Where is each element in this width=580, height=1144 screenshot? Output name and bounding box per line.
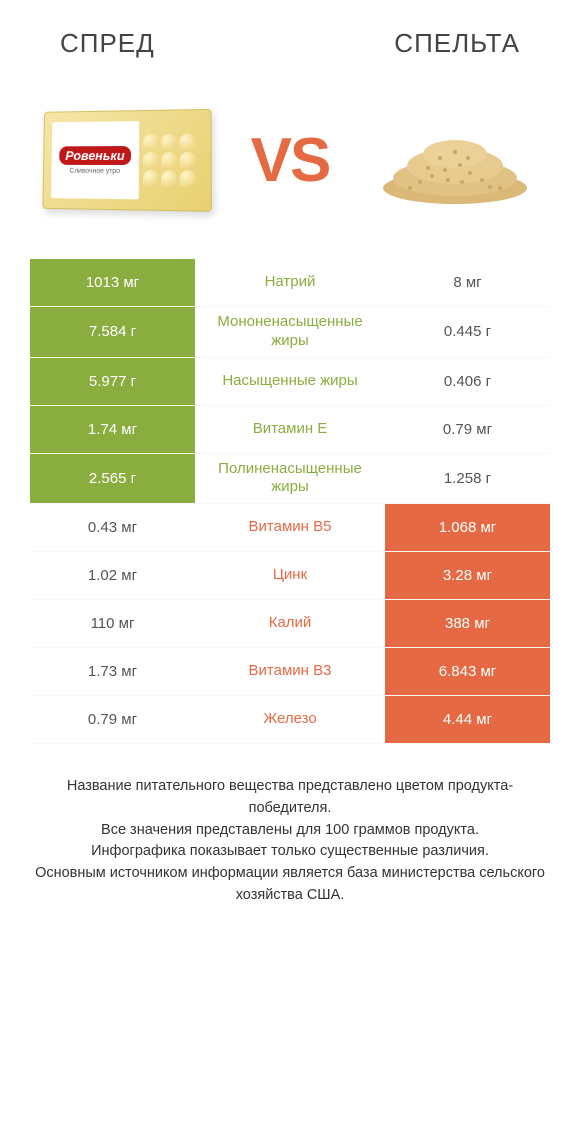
nutrient-row: 7.584 гМононенасыщенные жиры0.445 г [30, 307, 550, 358]
left-value: 1.73 мг [30, 648, 195, 695]
nutrient-row: 5.977 гНасыщенные жиры0.406 г [30, 358, 550, 406]
left-value: 2.565 г [30, 454, 195, 504]
grain-pile-illustration [370, 110, 540, 210]
vs-row: Ровеньки Сливочное утро VS [0, 69, 580, 259]
left-value: 1.02 мг [30, 552, 195, 599]
nutrient-row: 0.79 мгЖелезо4.44 мг [30, 696, 550, 744]
nutrient-name: Витамин B5 [195, 504, 385, 551]
butter-subtitle: Сливочное утро [69, 167, 120, 174]
nutrient-name: Калий [195, 600, 385, 647]
right-value: 6.843 мг [385, 648, 550, 695]
left-product-title: СПРЕД [60, 28, 155, 59]
nutrient-row: 110 мгКалий388 мг [30, 600, 550, 648]
right-value: 0.445 г [385, 307, 550, 357]
left-value: 110 мг [30, 600, 195, 647]
right-value: 388 мг [385, 600, 550, 647]
nutrient-name: Мононенасыщенные жиры [195, 307, 385, 357]
nutrient-row: 2.565 гПолиненасыщенные жиры1.258 г [30, 454, 550, 505]
butter-pack-illustration: Ровеньки Сливочное утро [42, 109, 212, 212]
nutrient-name: Натрий [195, 259, 385, 306]
footer-notes: Название питательного вещества представл… [0, 744, 580, 907]
nutrient-row: 1.74 мгВитамин E0.79 мг [30, 406, 550, 454]
left-product-image: Ровеньки Сливочное утро [30, 90, 220, 230]
left-value: 7.584 г [30, 307, 195, 357]
nutrient-row: 1.73 мгВитамин B36.843 мг [30, 648, 550, 696]
right-value: 0.406 г [385, 358, 550, 405]
nutrient-name: Цинк [195, 552, 385, 599]
right-value: 3.28 мг [385, 552, 550, 599]
right-product-title: СПЕЛЬТА [394, 28, 520, 59]
nutrient-table: 1013 мгНатрий8 мг7.584 гМононенасыщенные… [0, 259, 580, 744]
left-value: 0.43 мг [30, 504, 195, 551]
right-value: 1.258 г [385, 454, 550, 504]
nutrient-name: Насыщенные жиры [195, 358, 385, 405]
butter-brand: Ровеньки [59, 146, 130, 165]
nutrient-row: 1.02 мгЦинк3.28 мг [30, 552, 550, 600]
footer-line-3: Инфографика показывает только существенн… [28, 841, 552, 863]
nutrient-name: Витамин E [195, 406, 385, 453]
nutrient-row: 1013 мгНатрий8 мг [30, 259, 550, 307]
right-value: 8 мг [385, 259, 550, 306]
footer-line-2: Все значения представлены для 100 граммо… [28, 820, 552, 842]
right-value: 4.44 мг [385, 696, 550, 743]
vs-label: VS [251, 125, 330, 196]
left-value: 5.977 г [30, 358, 195, 405]
nutrient-name: Железо [195, 696, 385, 743]
left-value: 0.79 мг [30, 696, 195, 743]
left-value: 1013 мг [30, 259, 195, 306]
right-product-image [360, 90, 550, 230]
header: СПРЕД СПЕЛЬТА [0, 0, 580, 69]
right-value: 1.068 мг [385, 504, 550, 551]
footer-line-4: Основным источником информации является … [28, 863, 552, 907]
right-value: 0.79 мг [385, 406, 550, 453]
nutrient-name: Витамин B3 [195, 648, 385, 695]
footer-line-1: Название питательного вещества представл… [28, 776, 552, 820]
left-value: 1.74 мг [30, 406, 195, 453]
nutrient-name: Полиненасыщенные жиры [195, 454, 385, 504]
nutrient-row: 0.43 мгВитамин B51.068 мг [30, 504, 550, 552]
